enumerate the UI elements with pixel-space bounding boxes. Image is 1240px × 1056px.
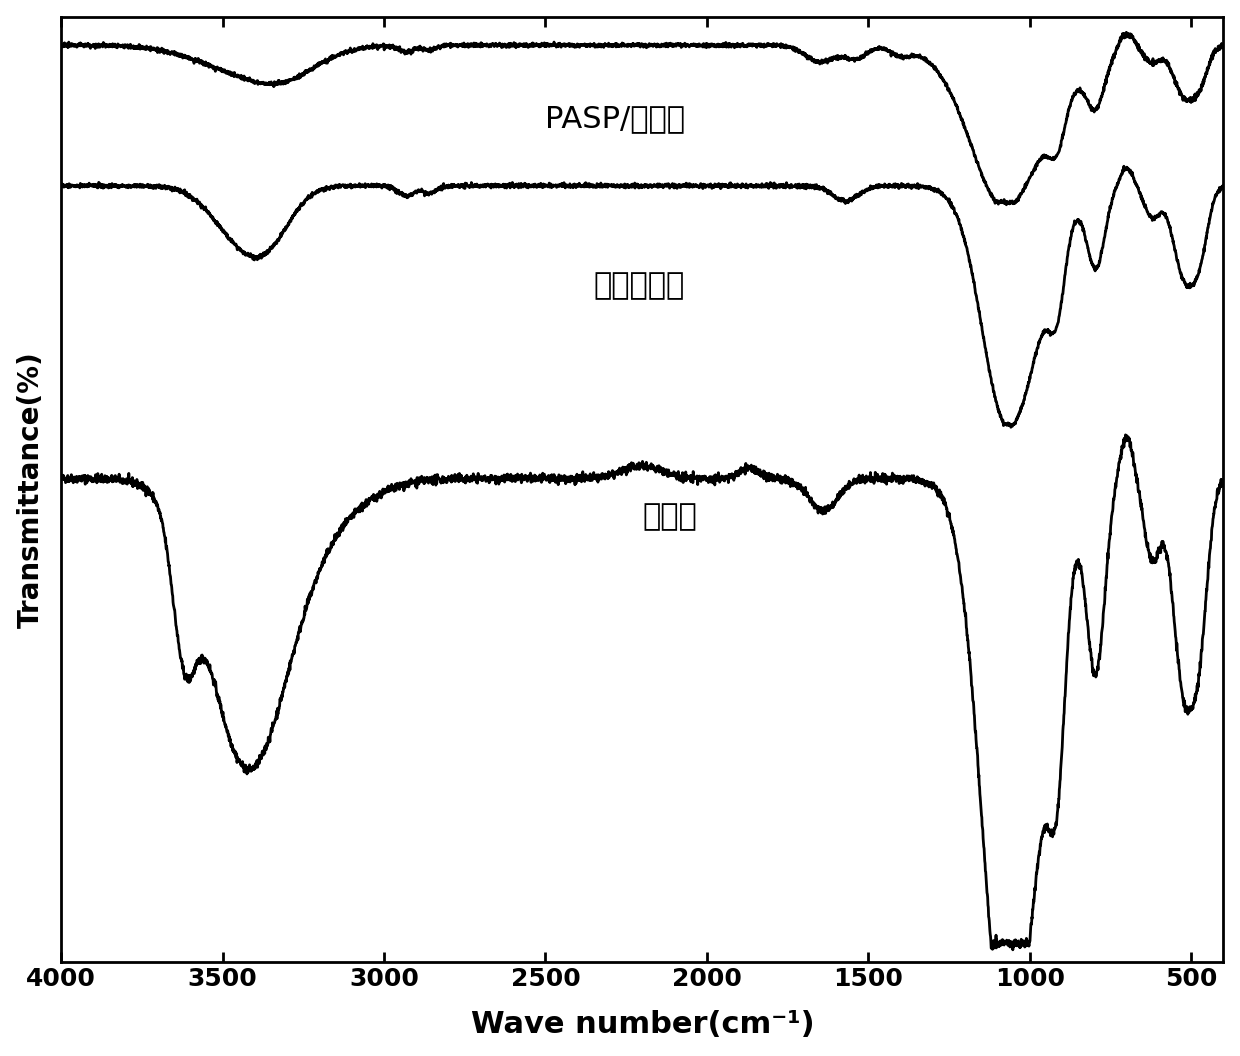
Text: 氨基膨润土: 氨基膨润土 [594,271,686,300]
Text: PASP/膨润土: PASP/膨润土 [546,105,686,133]
Y-axis label: Transmittance(%): Transmittance(%) [16,351,45,627]
X-axis label: Wave number(cm⁻¹): Wave number(cm⁻¹) [470,1011,815,1039]
Text: 膨润土: 膨润土 [642,503,697,531]
